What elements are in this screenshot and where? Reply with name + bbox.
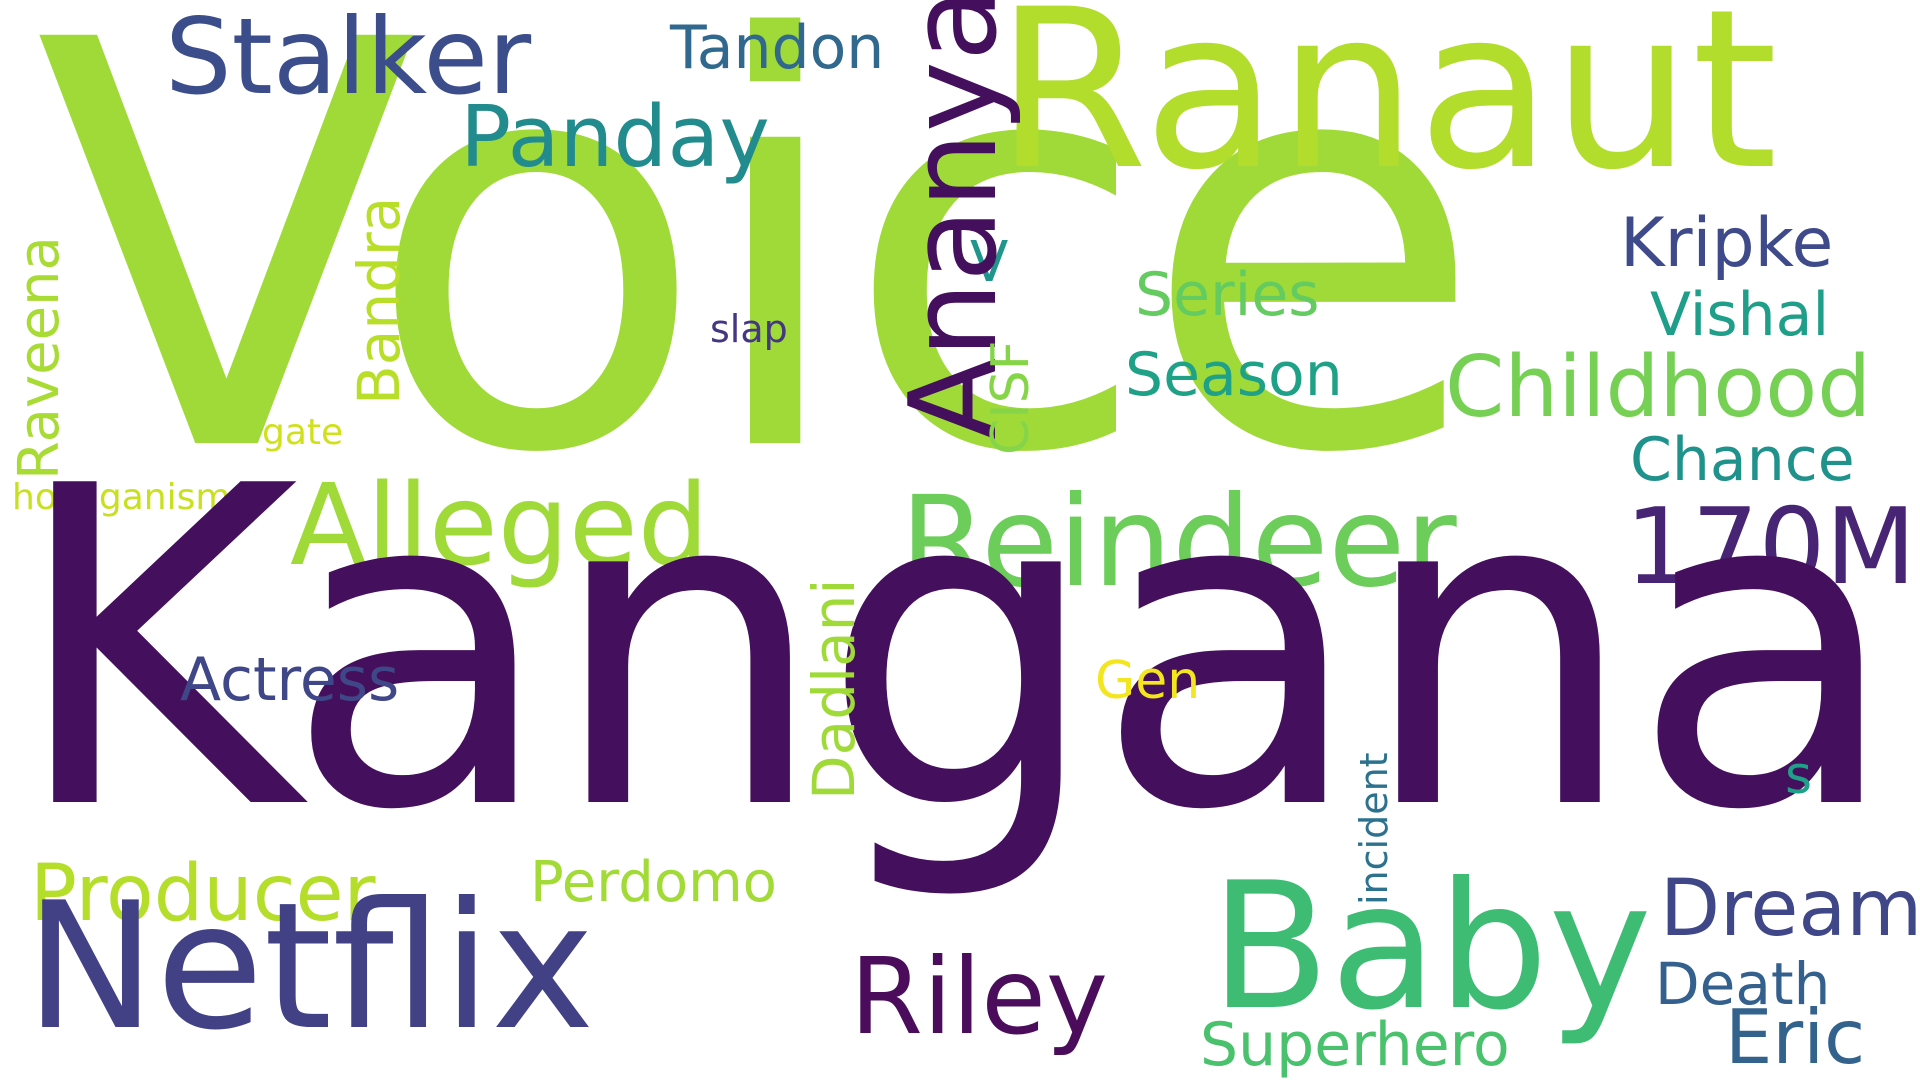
word-superhero: Superhero — [1200, 1010, 1510, 1080]
word-cisf: CISF — [981, 340, 1041, 455]
word-perdomo: Perdomo — [530, 850, 777, 915]
word-panday: Panday — [460, 88, 770, 187]
word-s: s — [1785, 746, 1813, 806]
word-chance: Chance — [1630, 425, 1855, 495]
word-childhood: Childhood — [1445, 338, 1872, 437]
word-incident: incident — [1352, 752, 1396, 905]
word-netflix: Netflix — [25, 866, 595, 1069]
word-series: Series — [1135, 260, 1320, 330]
word-ranaut: Ranaut — [995, 0, 1778, 218]
word-170m: 170M — [1625, 486, 1917, 608]
word-tandon: Tandon — [670, 13, 885, 83]
word-gate: gate — [262, 412, 344, 453]
word-kripke: Kripke — [1620, 204, 1834, 283]
word-dadlani: Dadlani — [800, 578, 868, 800]
word-reindeer: Reindeer — [900, 470, 1457, 615]
word-voice: Voice — [35, 0, 1485, 576]
word-kangana: Kangana — [10, 394, 1901, 906]
word-stalker: Stalker — [165, 0, 532, 118]
word-v: V — [970, 230, 1009, 295]
word-death: Death — [1655, 950, 1831, 1018]
word-dream: Dream — [1660, 864, 1920, 954]
word-producer: Producer — [30, 849, 376, 939]
word-eric: Eric — [1725, 993, 1866, 1080]
word-vishal: Vishal — [1650, 280, 1830, 350]
word-actress: Actress — [180, 645, 400, 715]
word-season: Season — [1125, 340, 1343, 410]
word-raveena: Raveena — [7, 236, 72, 480]
word-alleged: Alleged — [290, 461, 709, 591]
word-baby: Baby — [1210, 846, 1652, 1049]
word-gen: Gen — [1095, 651, 1201, 711]
word-bandra: Bandra — [345, 196, 413, 405]
word-riley: Riley — [850, 936, 1109, 1058]
word-hooliganism: hooliganism — [12, 477, 231, 518]
word-slap: slap — [710, 307, 788, 351]
